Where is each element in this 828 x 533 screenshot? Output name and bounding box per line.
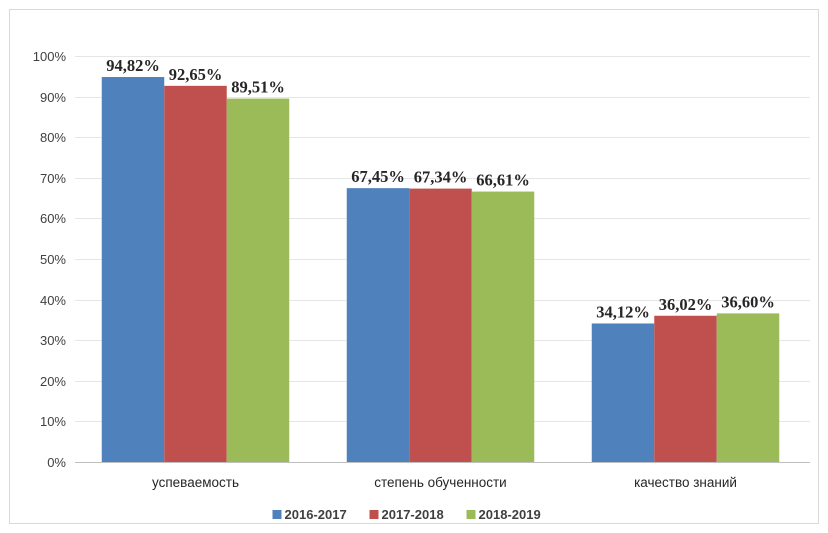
y-tick-label: 20% — [40, 374, 66, 389]
y-tick-label: 10% — [40, 414, 66, 429]
chart-frame — [9, 9, 819, 524]
bar-2018-2019-2 — [716, 313, 780, 462]
y-axis-ticks: 0% 10% 20% 30% 40% 50% 60% 70% 80% 90% 100% — [33, 49, 67, 470]
y-tick-label: 90% — [40, 90, 66, 105]
data-label-2018-2019-2: 36,60% — [721, 292, 775, 311]
data-label-2017-2018-2: 36,02% — [659, 295, 713, 314]
y-tick-label: 0% — [47, 455, 66, 470]
bar-2016-2017-1 — [346, 188, 410, 462]
data-label-2018-2019-1: 66,61% — [476, 171, 530, 190]
data-label-2018-2019-0: 89,51% — [231, 78, 285, 97]
data-label-2016-2017-2: 34,12% — [596, 302, 650, 321]
bar-2016-2017-2 — [591, 323, 655, 462]
data-labels: 94,82% 92,65% 89,51% 67,45% 67,34% 66,61% 34,1… — [106, 56, 775, 321]
y-tick-label: 40% — [40, 293, 66, 308]
bar-2017-2018-0 — [164, 85, 227, 462]
y-tick-label: 70% — [40, 171, 66, 186]
legend-item-2018-2019: 2018-2019 — [466, 507, 541, 522]
x-axis-categories: успеваемость степень обученности качество … — [152, 475, 737, 490]
y-tick-label: 60% — [40, 211, 66, 226]
legend-swatch — [466, 510, 476, 519]
bar-2017-2018-2 — [654, 315, 717, 462]
x-category-label: качество знаний — [634, 475, 737, 490]
y-tick-label: 50% — [40, 252, 66, 267]
data-label-2017-2018-0: 92,65% — [169, 65, 223, 84]
legend: 2016-2017 2017-2018 2018-2019 — [272, 507, 541, 522]
bar-2017-2018-1 — [409, 188, 472, 462]
y-tick-label: 30% — [40, 333, 66, 348]
data-label-2016-2017-0: 94,82% — [106, 56, 160, 75]
bar-2018-2019-1 — [471, 191, 535, 462]
y-tick-label: 80% — [40, 130, 66, 145]
bars — [101, 77, 780, 463]
legend-item-2016-2017: 2016-2017 — [272, 507, 347, 522]
legend-label: 2016-2017 — [285, 507, 347, 522]
legend-swatch — [369, 510, 379, 519]
y-tick-label: 100% — [33, 49, 67, 64]
legend-label: 2018-2019 — [479, 507, 541, 522]
data-label-2016-2017-1: 67,45% — [351, 167, 405, 186]
bar-2018-2019-0 — [226, 98, 290, 462]
legend-swatch — [272, 510, 282, 519]
x-category-label: успеваемость — [152, 475, 239, 490]
x-category-label: степень обученности — [374, 475, 506, 490]
legend-label: 2017-2018 — [382, 507, 444, 522]
bar-2016-2017-0 — [101, 77, 165, 463]
legend-item-2017-2018: 2017-2018 — [369, 507, 444, 522]
data-label-2017-2018-1: 67,34% — [414, 168, 468, 187]
